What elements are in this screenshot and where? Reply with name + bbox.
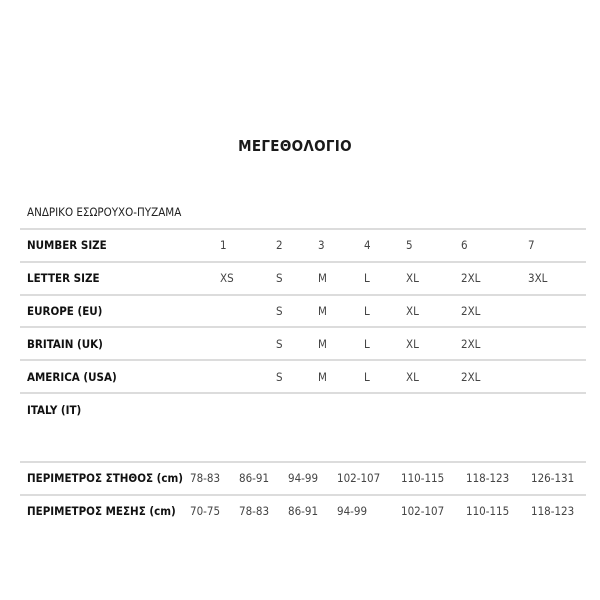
table-cell: 2XL (461, 271, 481, 285)
table-cell: 102-107 (401, 504, 445, 518)
table-cell: L (364, 271, 370, 285)
table-cell: 2XL (461, 337, 481, 351)
table-row: AMERICA (USA) S M L XL 2XL (0, 370, 600, 386)
table-cell: S (276, 304, 283, 318)
row-divider (20, 228, 586, 230)
table-cell: 94-99 (288, 471, 319, 485)
table-row: ITALY (IT) (0, 403, 600, 419)
table-cell: 110-115 (466, 504, 510, 518)
table-cell: M (318, 337, 327, 351)
row-label: LETTER SIZE (27, 271, 100, 285)
row-divider (20, 461, 586, 463)
row-divider (20, 494, 586, 496)
table-cell: XL (406, 370, 419, 384)
table-cell: M (318, 304, 327, 318)
table-cell: M (318, 271, 327, 285)
table-cell: S (276, 337, 283, 351)
row-label: BRITAIN (UK) (27, 337, 103, 351)
row-divider (20, 359, 586, 361)
table-cell: XS (220, 271, 234, 285)
row-divider (20, 326, 586, 328)
table-cell: S (276, 370, 283, 384)
table-row: ΠΕΡΙΜΕΤΡΟΣ ΣΤΗΘΟΣ (cm) 78-83 86-91 94-99 102… (0, 471, 600, 487)
page-title: ΜΕΓΕΘΟΛΟΓΙΟ (238, 137, 352, 155)
table-cell: 86-91 (288, 504, 319, 518)
row-label: ITALY (IT) (27, 403, 82, 417)
row-divider (20, 392, 586, 394)
row-divider (20, 294, 586, 296)
section-title: ΑΝΔΡΙΚΟ ΕΣΩΡΟΥΧΟ-ΠΥΖΑΜΑ (27, 205, 182, 219)
table-cell: L (364, 304, 370, 318)
row-divider (20, 261, 586, 263)
table-row: EUROPE (EU) S M L XL 2XL (0, 304, 600, 320)
table-row: ΠΕΡΙΜΕΤΡΟΣ ΜΕΣΗΣ (cm) 70-75 78-83 86-91 94-9… (0, 504, 600, 520)
table-cell: XL (406, 271, 419, 285)
row-label: ΠΕΡΙΜΕΤΡΟΣ ΜΕΣΗΣ (cm) (27, 504, 176, 518)
table-cell: S (276, 271, 283, 285)
row-label: NUMBER SIZE (27, 238, 107, 252)
table-cell: 7 (528, 238, 535, 252)
table-cell: 3XL (528, 271, 548, 285)
table-cell: M (318, 370, 327, 384)
table-cell: L (364, 370, 370, 384)
table-row: NUMBER SIZE 1 2 3 4 5 6 7 (0, 238, 600, 254)
table-cell: 126-131 (531, 471, 575, 485)
table-cell: 70-75 (190, 504, 221, 518)
table-cell: 3 (318, 238, 325, 252)
table-row: LETTER SIZE XS S M L XL 2XL 3XL (0, 271, 600, 287)
table-cell: 5 (406, 238, 413, 252)
table-cell: 6 (461, 238, 468, 252)
table-cell: XL (406, 337, 419, 351)
table-cell: 118-123 (466, 471, 510, 485)
table-cell: 78-83 (190, 471, 221, 485)
table-cell: 2XL (461, 304, 481, 318)
table-cell: 4 (364, 238, 371, 252)
table-cell: 2XL (461, 370, 481, 384)
table-cell: 86-91 (239, 471, 270, 485)
table-cell: 102-107 (337, 471, 381, 485)
row-label: AMERICA (USA) (27, 370, 117, 384)
table-cell: 118-123 (531, 504, 575, 518)
table-cell: 110-115 (401, 471, 445, 485)
row-label: EUROPE (EU) (27, 304, 103, 318)
table-cell: 1 (220, 238, 227, 252)
row-label: ΠΕΡΙΜΕΤΡΟΣ ΣΤΗΘΟΣ (cm) (27, 471, 184, 485)
table-cell: 78-83 (239, 504, 270, 518)
table-row: BRITAIN (UK) S M L XL 2XL (0, 337, 600, 353)
table-cell: XL (406, 304, 419, 318)
table-cell: 94-99 (337, 504, 368, 518)
table-cell: 2 (276, 238, 283, 252)
table-cell: L (364, 337, 370, 351)
